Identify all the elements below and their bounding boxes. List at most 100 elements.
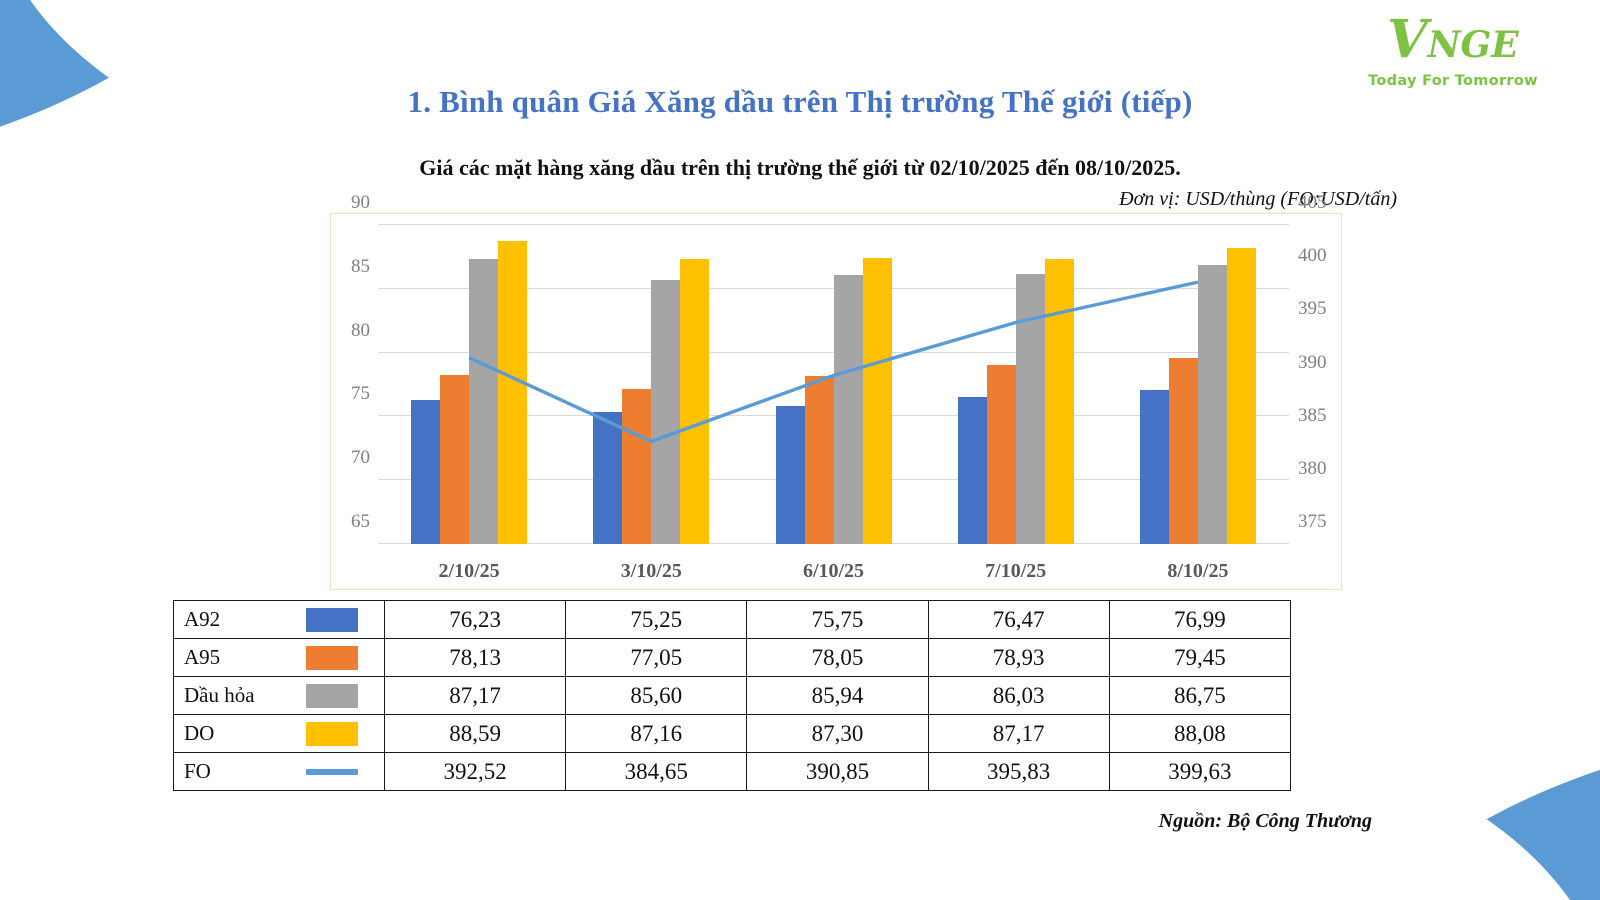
bar-do	[862, 257, 892, 544]
value-cell: 78,13	[383, 638, 567, 677]
vnge-logo: VNGE Today For Tomorrow	[1358, 14, 1548, 104]
unit-note: Đơn vị: USD/thùng (FO:USD/tấn)	[1119, 188, 1397, 210]
gridline	[378, 224, 1289, 225]
y-axis-tick-right: 395	[1298, 298, 1327, 320]
y-axis-tick-right: 405	[1298, 192, 1327, 213]
bar-a92	[1139, 390, 1169, 544]
series-name-cell: A95	[173, 638, 385, 677]
bar-a92	[593, 412, 623, 544]
bar-a92	[775, 405, 805, 544]
bar-a95	[804, 376, 834, 544]
series-label: A92	[184, 607, 221, 631]
bar-dầu-hỏa	[833, 275, 863, 544]
legend-swatch-do	[306, 721, 358, 746]
y-axis-tick-right: 400	[1298, 245, 1327, 267]
chart-subtitle: Giá các mặt hàng xăng dầu trên thị trườn…	[419, 155, 1181, 180]
bar-dầu-hỏa	[1197, 264, 1227, 544]
bar-do	[498, 241, 528, 544]
value-cell: 87,17	[383, 676, 567, 715]
table-row: A95 78,13 77,05 78,05 78,93 79,45	[173, 638, 1292, 677]
value-cell: 75,75	[746, 600, 929, 639]
bar-do	[1226, 247, 1256, 544]
series-label: A95	[184, 645, 221, 669]
bar-do	[680, 259, 710, 544]
series-label: FO	[184, 759, 211, 783]
bar-a92	[957, 396, 987, 544]
value-cell: 390,85	[746, 752, 929, 791]
value-cell: 88,08	[1108, 714, 1292, 753]
series-label: DO	[184, 721, 215, 745]
table-row: DO 88,59 87,16 87,30 87,17 88,08	[173, 714, 1292, 753]
data-table: A92 76,23 75,25 75,75 76,47 76,99 A95 78,13 77,0…	[173, 600, 1292, 791]
y-axis-tick-right: 390	[1298, 351, 1327, 373]
bar-a95	[622, 389, 652, 544]
value-cell: 87,17	[927, 714, 1110, 753]
bar-a95	[1168, 358, 1198, 544]
value-cell: 76,47	[927, 600, 1110, 639]
y-axis-tick-right: 375	[1298, 511, 1327, 532]
value-cell: 87,30	[746, 714, 929, 753]
bar-group: 2/10/25	[378, 225, 560, 582]
bar-a95	[440, 375, 470, 544]
value-cell: 78,93	[927, 638, 1110, 677]
legend-swatch-fo	[306, 768, 358, 775]
bar-a95	[986, 365, 1016, 544]
value-cell: 75,25	[565, 600, 748, 639]
logo-letter-v: V	[1387, 9, 1428, 70]
x-axis-label: 3/10/25	[620, 560, 682, 582]
value-cell: 87,16	[565, 714, 748, 753]
bar-group: 3/10/25	[560, 225, 742, 582]
value-cell: 76,23	[383, 600, 567, 639]
logo-wordmark: VNGE	[1358, 14, 1548, 66]
bar-dầu-hỏa	[651, 279, 681, 544]
bar-group: 8/10/25	[1107, 225, 1289, 582]
value-cell: 85,60	[565, 676, 748, 715]
value-cell: 85,94	[746, 676, 929, 715]
y-axis-tick-right: 380	[1298, 457, 1327, 479]
logo-tagline: Today For Tomorrow	[1368, 73, 1538, 89]
bar-a92	[411, 399, 441, 544]
y-axis-tick-left: 75	[351, 383, 370, 405]
y-axis-tick-left: 65	[351, 511, 370, 532]
x-axis-label: 6/10/25	[802, 560, 865, 582]
table-row: FO 392,52 384,65 390,85 395,83 399,63	[173, 752, 1292, 791]
bar-dầu-hỏa	[469, 259, 499, 544]
source-note: Nguồn: Bộ Công Thương	[1158, 810, 1372, 832]
series-name-cell: DO	[173, 714, 385, 753]
series-name-cell: Dầu hỏa	[173, 676, 385, 715]
legend-swatch-dầu-hỏa	[306, 683, 358, 708]
value-cell: 392,52	[383, 752, 567, 791]
value-cell: 77,05	[565, 638, 748, 677]
value-cell: 76,99	[1108, 600, 1292, 639]
y-axis-tick-left: 90	[351, 192, 370, 213]
bar-do	[1044, 259, 1074, 544]
table-row: A92 76,23 75,25 75,75 76,47 76,99	[173, 600, 1292, 639]
value-cell: 79,45	[1108, 638, 1292, 677]
x-axis-label: 8/10/25	[1167, 560, 1229, 582]
y-axis-tick-left: 80	[351, 319, 370, 341]
chart-container: 65 70 75 80 85 90 375 380 385 390 395 400 405 2/10/25…	[330, 192, 1342, 590]
y-axis-tick-right: 385	[1298, 404, 1327, 426]
y-axis-tick-left: 85	[351, 255, 370, 277]
y-axis-tick-left: 70	[351, 447, 370, 469]
series-name-cell: FO	[173, 752, 385, 791]
x-axis-label: 7/10/25	[985, 560, 1047, 582]
value-cell: 86,75	[1108, 676, 1292, 715]
series-label: Dầu hỏa	[184, 683, 255, 707]
value-cell: 399,63	[1108, 752, 1292, 791]
value-cell: 88,59	[383, 714, 567, 753]
legend-swatch-a92	[306, 607, 358, 632]
table-row: Dầu hỏa 87,17 85,60 85,94 86,03 86,75	[173, 676, 1292, 715]
chart-plot-area: 65 70 75 80 85 90 375 380 385 390 395 400 405 2/10/25…	[351, 192, 1327, 582]
value-cell: 384,65	[565, 752, 748, 791]
value-cell: 395,83	[927, 752, 1110, 791]
page-title: 1. Bình quân Giá Xăng dầu trên Thị trườn…	[407, 84, 1193, 119]
bar-group: 6/10/25	[742, 225, 924, 582]
bar-groups: 2/10/25 3/10/25 6/10/25 7/10/25 8/10/25	[378, 225, 1289, 582]
x-axis-label: 2/10/25	[438, 560, 500, 582]
legend-swatch-a95	[306, 645, 358, 670]
value-cell: 86,03	[927, 676, 1110, 715]
fo-line-series	[378, 225, 1289, 544]
value-cell: 78,05	[746, 638, 929, 677]
